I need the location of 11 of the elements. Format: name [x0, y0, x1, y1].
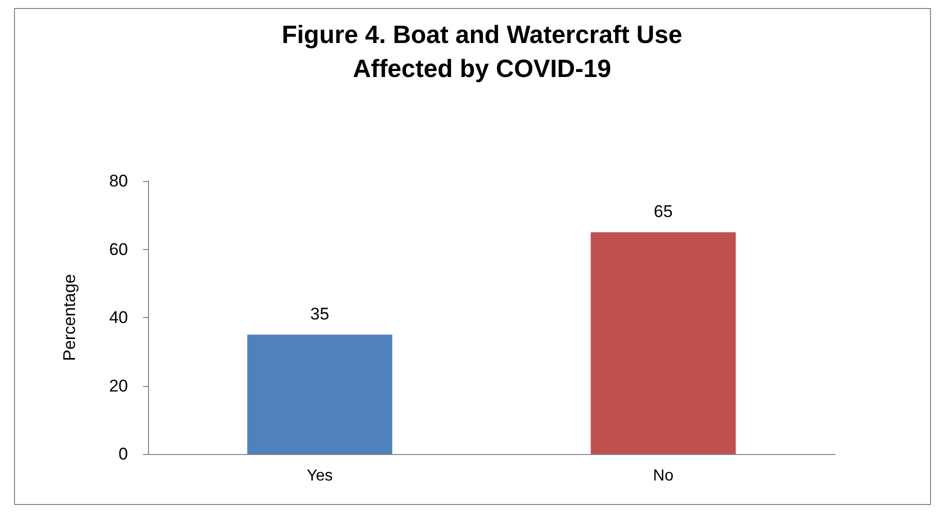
y-tick-label: 40: [109, 308, 128, 327]
y-tick-label: 60: [109, 240, 128, 259]
y-tick-label: 80: [109, 172, 128, 190]
chart-title: Figure 4. Boat and Watercraft Use Affected by COVID-19: [282, 21, 682, 83]
y-tick-label: 0: [118, 444, 128, 464]
y-tick-label: 20: [109, 376, 128, 396]
y-axis-title: Percentage: [60, 274, 79, 361]
x-tick-label: No: [653, 468, 674, 484]
data-label: 35: [310, 304, 330, 324]
data-label: 65: [654, 202, 673, 222]
x-tick-label: Yes: [306, 468, 333, 484]
